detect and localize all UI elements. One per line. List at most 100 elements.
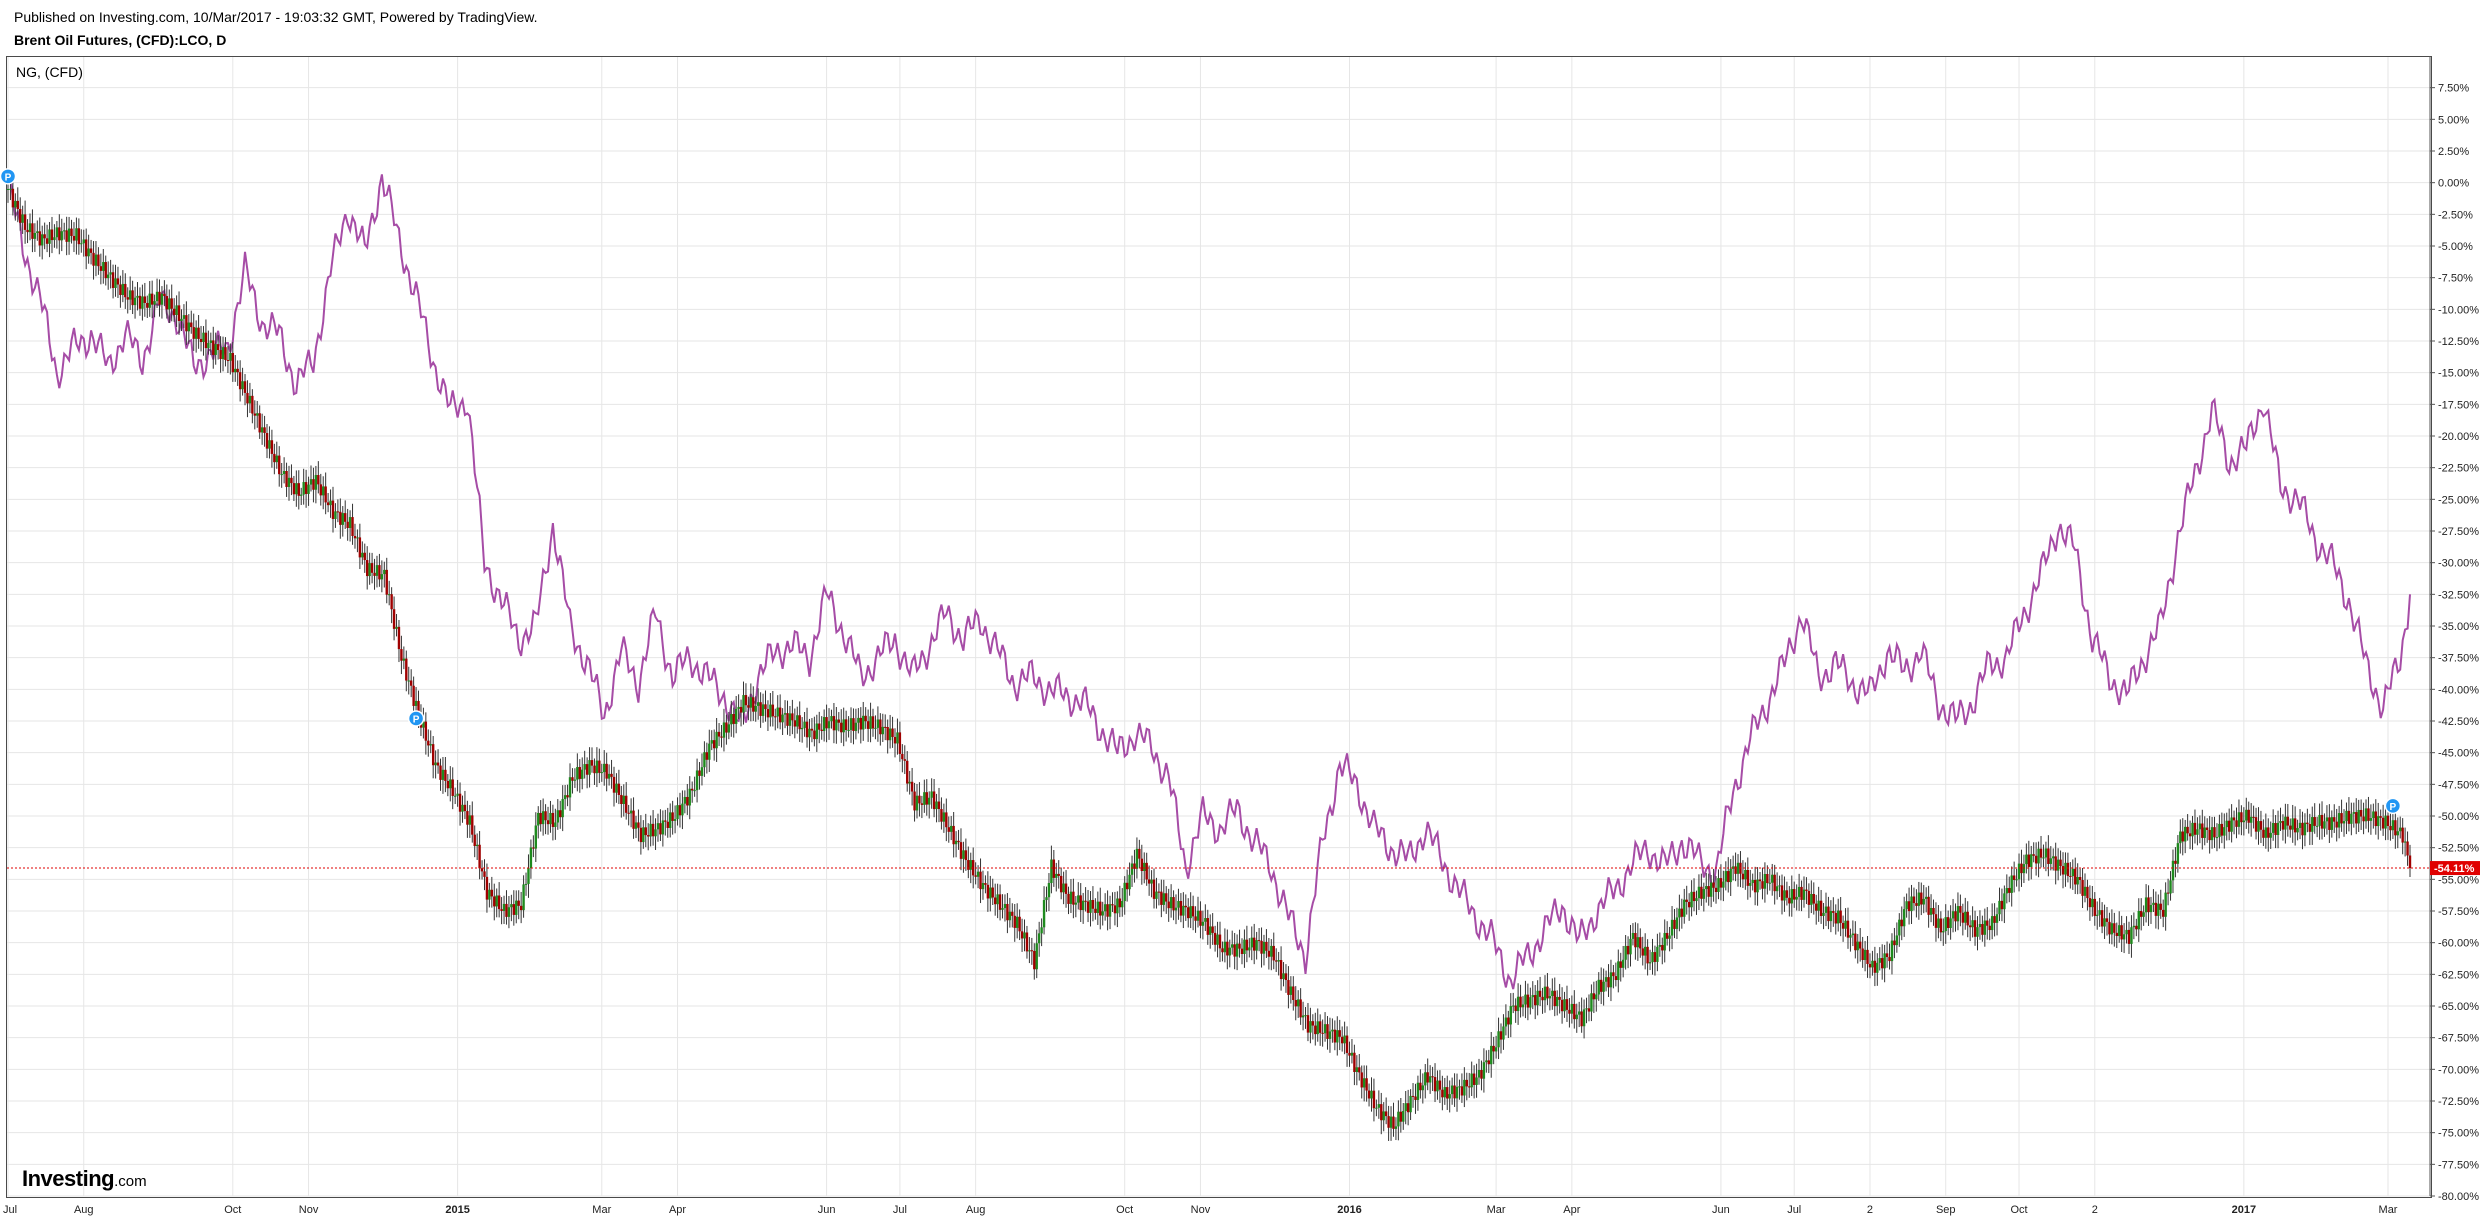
- candle: [16, 187, 19, 223]
- event-marker-icon[interactable]: P: [2384, 797, 2402, 815]
- candle-body: [2227, 820, 2231, 832]
- candle: [1687, 893, 1691, 921]
- candle: [67, 216, 71, 255]
- candle: [1568, 998, 1571, 1028]
- candle-body: [1832, 911, 1835, 913]
- candle-body: [879, 719, 882, 735]
- candle-body: [1035, 943, 1038, 970]
- candle: [1807, 883, 1811, 919]
- candle: [808, 718, 811, 752]
- candle: [290, 464, 293, 496]
- y-tick-label: -42.50%: [2438, 716, 2479, 728]
- candle: [458, 782, 462, 826]
- candle: [1639, 928, 1642, 958]
- candle: [1761, 867, 1764, 900]
- candle: [2399, 816, 2402, 839]
- candle-body: [390, 594, 393, 610]
- candle: [749, 683, 753, 722]
- candle: [2054, 842, 2057, 885]
- candle: [940, 797, 943, 830]
- candle: [703, 741, 706, 777]
- candle-body: [488, 889, 491, 900]
- candle: [1003, 894, 1007, 922]
- candle: [1707, 873, 1710, 906]
- y-tick-label: -77.50%: [2438, 1159, 2479, 1171]
- candle: [2078, 868, 2082, 894]
- candle-body: [1538, 990, 1542, 997]
- candle-body: [322, 486, 325, 496]
- candle-body: [331, 500, 335, 519]
- candle: [1516, 983, 1520, 1025]
- candle-body: [1089, 899, 1092, 913]
- candle: [1306, 1003, 1310, 1042]
- candle-body: [1880, 958, 1884, 969]
- candle: [285, 462, 288, 497]
- candle-body: [2330, 817, 2334, 830]
- candle: [2003, 885, 2006, 924]
- candle: [1345, 1026, 1349, 1067]
- candle: [1223, 928, 1227, 963]
- candle-body: [2196, 829, 2199, 835]
- candle-body: [2083, 886, 2087, 896]
- candle: [84, 228, 88, 270]
- candle: [866, 709, 870, 742]
- candle-body: [407, 680, 410, 682]
- candle: [1284, 964, 1288, 993]
- candle: [1949, 905, 1952, 940]
- candle-body: [996, 894, 999, 905]
- candle-body: [1560, 999, 1564, 1012]
- candle: [2110, 909, 2114, 945]
- candle-body: [2408, 855, 2412, 869]
- event-marker-icon[interactable]: P: [407, 710, 425, 727]
- candle-body: [1265, 941, 1268, 951]
- candle: [793, 708, 797, 739]
- candle: [2044, 841, 2048, 872]
- candle-body: [1912, 896, 1916, 904]
- candle-body: [1209, 926, 1212, 935]
- candle: [1636, 923, 1640, 961]
- candle: [48, 221, 51, 258]
- candle-body: [1406, 1103, 1410, 1113]
- candle-body: [2152, 902, 2155, 905]
- candle-body: [270, 440, 274, 454]
- candle-body: [764, 704, 767, 710]
- candle-body: [844, 719, 848, 731]
- candle: [617, 769, 621, 805]
- candle-body: [1218, 934, 1222, 949]
- candle: [825, 704, 828, 743]
- candle-body: [864, 715, 867, 722]
- x-tick-label: Apr: [1563, 1204, 1580, 1216]
- y-tick-label: -52.50%: [2438, 843, 2479, 855]
- candle-body: [1194, 916, 1197, 921]
- candle: [246, 380, 249, 418]
- candle-body: [1719, 878, 1723, 888]
- candle: [661, 810, 665, 847]
- candle: [1255, 931, 1258, 960]
- candle: [1416, 1075, 1420, 1111]
- candle-body: [1028, 950, 1031, 952]
- candle: [1614, 962, 1618, 987]
- candle: [1724, 861, 1728, 891]
- candle-body: [1370, 1090, 1373, 1099]
- candle: [1155, 877, 1158, 909]
- candle: [1893, 927, 1896, 959]
- candle: [2118, 911, 2121, 943]
- candle-body: [1233, 944, 1236, 957]
- candle: [1785, 881, 1789, 906]
- candle: [478, 831, 481, 880]
- candle: [92, 241, 95, 280]
- event-markers[interactable]: P P P: [0, 168, 2402, 815]
- event-marker-icon[interactable]: P: [0, 168, 17, 185]
- candle-body: [1521, 1004, 1525, 1008]
- candle: [368, 552, 371, 585]
- candle-body: [1023, 932, 1026, 939]
- candle: [358, 523, 362, 570]
- candle: [925, 779, 928, 816]
- candle-body: [1008, 911, 1012, 921]
- candle-body: [1428, 1076, 1432, 1083]
- candle: [671, 800, 674, 835]
- candle-body: [1543, 986, 1547, 1001]
- candle: [194, 320, 198, 353]
- candle: [556, 799, 559, 830]
